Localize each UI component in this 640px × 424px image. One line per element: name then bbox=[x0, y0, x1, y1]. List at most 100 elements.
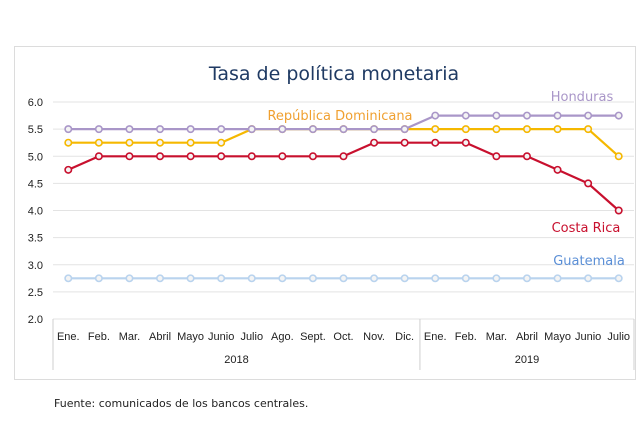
x-tick-label: Nov. bbox=[363, 331, 385, 343]
point-honduras bbox=[400, 125, 409, 134]
x-tick-label: Ago. bbox=[271, 331, 294, 343]
x-tick-label: Feb. bbox=[455, 331, 477, 343]
point-guatemala bbox=[94, 274, 103, 283]
x-tick-label: Junio bbox=[208, 331, 234, 343]
point-honduras bbox=[339, 125, 348, 134]
point-costa-rica bbox=[370, 138, 379, 147]
point-guatemala bbox=[400, 274, 409, 283]
series-label-costa-rica: Costa Rica bbox=[552, 221, 621, 236]
point-honduras bbox=[278, 125, 287, 134]
point-honduras bbox=[553, 111, 562, 120]
x-tick-label: Ene. bbox=[57, 331, 80, 343]
point-republica-dominicana bbox=[64, 138, 73, 147]
point-honduras bbox=[492, 111, 501, 120]
point-costa-rica bbox=[125, 152, 134, 161]
series-group bbox=[64, 111, 623, 283]
x-tick-label: Feb. bbox=[88, 331, 110, 343]
point-costa-rica bbox=[614, 206, 623, 215]
point-guatemala bbox=[186, 274, 195, 283]
x-tick-label: Ene. bbox=[424, 331, 447, 343]
point-republica-dominicana bbox=[156, 138, 165, 147]
point-republica-dominicana bbox=[492, 125, 501, 134]
point-republica-dominicana bbox=[125, 138, 134, 147]
point-costa-rica bbox=[553, 165, 562, 174]
point-honduras bbox=[461, 111, 470, 120]
point-guatemala bbox=[339, 274, 348, 283]
point-republica-dominicana bbox=[186, 138, 195, 147]
x-tick-label: Abril bbox=[149, 331, 171, 343]
point-costa-rica bbox=[584, 179, 593, 188]
point-costa-rica bbox=[94, 152, 103, 161]
x-tick-label: Mar. bbox=[119, 331, 140, 343]
point-honduras bbox=[370, 125, 379, 134]
point-guatemala bbox=[461, 274, 470, 283]
grid bbox=[53, 101, 634, 320]
point-honduras bbox=[94, 125, 103, 134]
x-tick-label: Julio bbox=[607, 331, 630, 343]
point-guatemala bbox=[522, 274, 531, 283]
y-tick-label: 5.0 bbox=[28, 151, 43, 163]
point-honduras bbox=[614, 111, 623, 120]
series-label-republica-dominicana: República Dominicana bbox=[267, 109, 412, 124]
point-guatemala bbox=[584, 274, 593, 283]
y-tick-label: 4.5 bbox=[28, 178, 43, 190]
year-label: 2018 bbox=[224, 354, 248, 366]
x-tick-label: Abril bbox=[516, 331, 538, 343]
x-axis: Ene. Feb. Mar. Abril Mayo Junio Julio Ago. Sept.… bbox=[52, 319, 635, 370]
y-tick-label: 4.0 bbox=[28, 206, 43, 218]
point-guatemala bbox=[247, 274, 256, 283]
point-costa-rica bbox=[522, 152, 531, 161]
x-tick-label: Dic. bbox=[395, 331, 414, 343]
point-republica-dominicana bbox=[431, 125, 440, 134]
point-costa-rica bbox=[339, 152, 348, 161]
y-tick-label: 2.5 bbox=[28, 287, 43, 299]
point-honduras bbox=[431, 111, 440, 120]
y-tick-label: 3.0 bbox=[28, 260, 43, 272]
point-guatemala bbox=[125, 274, 134, 283]
point-honduras bbox=[584, 111, 593, 120]
point-costa-rica bbox=[431, 138, 440, 147]
chart-frame bbox=[14, 46, 636, 380]
x-tick-label: Mayo bbox=[544, 331, 571, 343]
point-honduras bbox=[64, 125, 73, 134]
point-costa-rica bbox=[64, 165, 73, 174]
point-honduras bbox=[156, 125, 165, 134]
point-republica-dominicana bbox=[94, 138, 103, 147]
point-costa-rica bbox=[247, 152, 256, 161]
series-label-honduras: Honduras bbox=[551, 90, 614, 105]
point-republica-dominicana bbox=[217, 138, 226, 147]
chart-title: Tasa de política monetaria bbox=[208, 63, 459, 85]
y-tick-label: 2.0 bbox=[28, 314, 43, 326]
x-tick-label: Junio bbox=[575, 331, 601, 343]
point-honduras bbox=[522, 111, 531, 120]
y-axis-ticks: 2.0 2.5 3.0 3.5 4.0 4.5 5.0 5.5 6.0 bbox=[28, 97, 43, 326]
point-guatemala bbox=[553, 274, 562, 283]
series-labels: Honduras República Dominicana Costa Rica Gu… bbox=[267, 90, 624, 269]
y-tick-label: 3.5 bbox=[28, 233, 43, 245]
point-guatemala bbox=[308, 274, 317, 283]
point-guatemala bbox=[614, 274, 623, 283]
point-honduras bbox=[308, 125, 317, 134]
point-republica-dominicana bbox=[553, 125, 562, 134]
point-costa-rica bbox=[308, 152, 317, 161]
x-tick-label: Mar. bbox=[486, 331, 507, 343]
point-honduras bbox=[125, 125, 134, 134]
point-guatemala bbox=[431, 274, 440, 283]
point-costa-rica bbox=[186, 152, 195, 161]
point-republica-dominicana bbox=[584, 125, 593, 134]
point-guatemala bbox=[217, 274, 226, 283]
point-guatemala bbox=[492, 274, 501, 283]
point-republica-dominicana bbox=[461, 125, 470, 134]
point-honduras bbox=[247, 125, 256, 134]
point-costa-rica bbox=[156, 152, 165, 161]
y-tick-label: 6.0 bbox=[28, 97, 43, 109]
x-tick-label: Oct. bbox=[333, 331, 353, 343]
point-costa-rica bbox=[461, 138, 470, 147]
source-note: Fuente: comunicados de los bancos centra… bbox=[54, 397, 309, 410]
point-honduras bbox=[186, 125, 195, 134]
point-costa-rica bbox=[400, 138, 409, 147]
point-costa-rica bbox=[217, 152, 226, 161]
point-guatemala bbox=[278, 274, 287, 283]
point-republica-dominicana bbox=[614, 152, 623, 161]
